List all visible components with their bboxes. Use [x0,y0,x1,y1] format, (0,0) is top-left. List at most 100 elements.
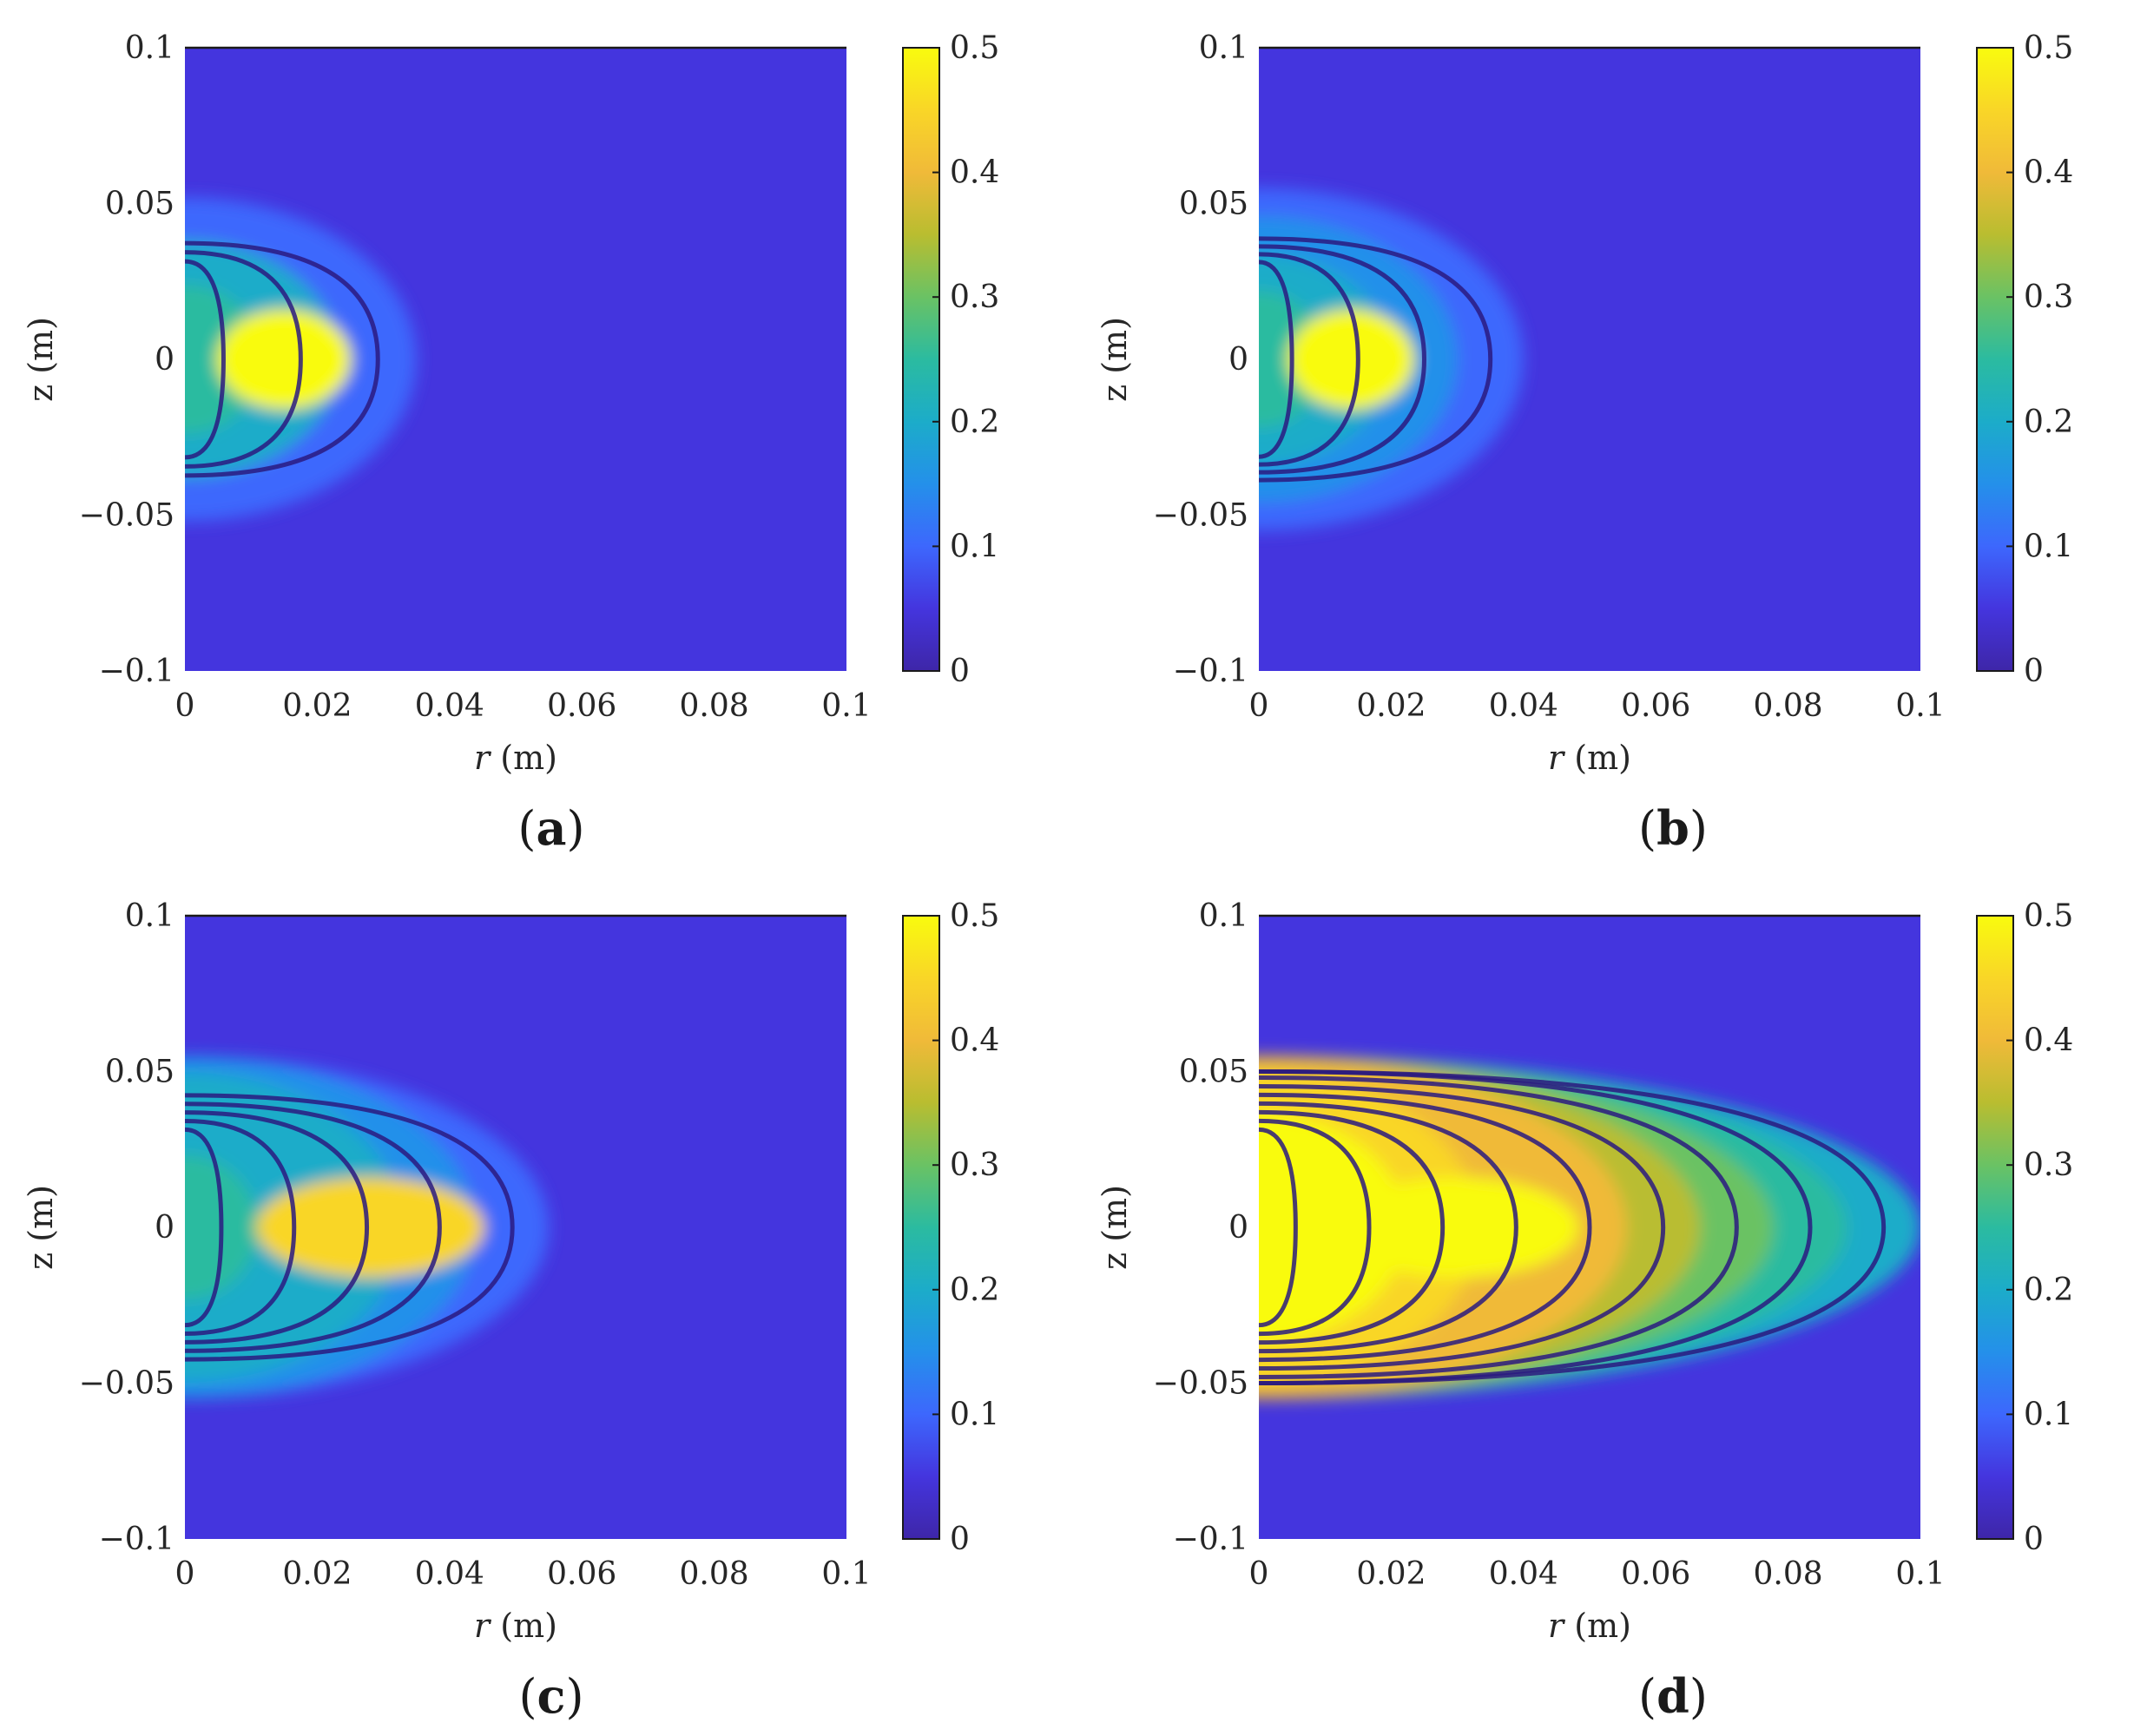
colorbar-tick-label: 0 [2024,654,2044,689]
panel-letter: d [1656,1668,1689,1724]
colorbar-tick-label: 0.4 [2024,1023,2073,1059]
colorbar-tick-label: 0.3 [2024,1147,2073,1183]
heatmap-field [1259,1055,1920,1399]
heatmap-field [1259,187,1524,531]
x-tick-label: 0.1 [1895,1556,1945,1592]
y-tick-label: 0.1 [1199,898,1248,934]
colorbar-tick-label: 0.5 [2024,898,2073,934]
nodal-arc [185,1093,515,1362]
y-axis-label: z (m) [22,1185,60,1270]
nodal-arc [1259,1075,1739,1380]
y-tick-label: −0.1 [1173,1522,1248,1557]
colorbar-tick-label: 0.2 [950,1272,999,1308]
nodal-lines [1259,1069,1887,1385]
x-tick-label: 0.06 [1621,1556,1690,1592]
y-tick-label: 0.1 [125,30,175,66]
colorbar [902,915,940,1540]
peak-spot [217,309,352,410]
colorbar-tick-label: 0.1 [2024,529,2073,564]
colorbar-tick-label: 0.3 [2024,279,2073,315]
y-tick-label: 0.1 [1199,30,1248,66]
colorbar [1976,47,2014,672]
nodal-arc [1259,1109,1446,1345]
panel-a: 0 0.02 0.04 0.06 0.08 0.1 0.1 0.05 0 −0.05 −0.1 r (… [0,0,1073,868]
y-axis-label: z (m) [22,317,60,402]
colorbar [902,47,940,672]
colorbar-tick-label: 0.3 [950,279,999,315]
nodal-arc [1259,1092,1592,1363]
x-tick-label: 0 [1249,688,1269,724]
x-tick-label: 0.1 [821,688,871,724]
y-tick-label: 0.05 [1179,1055,1248,1090]
y-tick-label: −0.05 [79,1366,175,1402]
nodal-lines [185,1093,515,1362]
x-axis-label: r (m) [474,1607,557,1645]
x-tick-label: 0.08 [1754,1556,1823,1592]
heatmap-d: 0 0.02 0.04 0.06 0.08 0.1 0.1 0.05 0 −0.05 −0.1 r (… [1096,898,2073,1645]
nodal-arc [185,250,303,469]
nodal-arc [1259,244,1427,475]
y-tick-label: −0.1 [1173,654,1248,689]
y-tick-label: −0.1 [99,1522,175,1557]
nodal-lines [185,240,380,478]
x-tick-label: 0.02 [1356,1556,1426,1592]
x-tick-label: 0.1 [1895,688,1945,724]
y-tick-label: 0 [155,1210,175,1246]
heatmap-field [185,1055,549,1399]
x-tick-label: 0.02 [282,688,352,724]
heatmap-a: 0 0.02 0.04 0.06 0.08 0.1 0.1 0.05 0 −0.05 −0.1 r (… [22,30,999,777]
y-tick-label: −0.1 [99,654,175,689]
nodal-arc [1259,1118,1372,1337]
colorbar [1976,915,2014,1540]
colorbar-tick-label: 0.3 [950,1147,999,1183]
y-tick-label: −0.05 [1153,498,1248,534]
y-tick-label: 0.05 [105,187,175,222]
colorbar-tick-label: 0.5 [950,30,999,66]
colorbar-tick-label: 0.1 [950,529,999,564]
x-tick-label: 0.08 [680,1556,749,1592]
colorbar-tick-label: 0.5 [2024,30,2073,66]
colorbar-tick-label: 0.2 [950,404,999,440]
x-tick-label: 0.02 [282,1556,352,1592]
x-tick-label: 0.04 [415,1556,484,1592]
colorbar-tick-label: 0 [950,654,970,689]
x-tick-label: 0.04 [1489,1556,1558,1592]
x-tick-label: 0.06 [1621,688,1690,724]
x-tick-label: 0.08 [680,688,749,724]
colorbar-tick-label: 0 [2024,1522,2044,1557]
x-tick-label: 0 [175,1556,195,1592]
nodal-arc [1259,252,1360,467]
nodal-arc [1259,260,1294,459]
y-axis-label: z (m) [1096,1185,1134,1270]
x-axis-label: r (m) [1548,1607,1631,1645]
nodal-arc [185,1118,297,1337]
nodal-arc [1259,1069,1813,1385]
heatmap-b: 0 0.02 0.04 0.06 0.08 0.1 0.1 0.05 0 −0.05 −0.1 r (… [1096,30,2073,777]
y-tick-label: 0.05 [1179,187,1248,222]
colorbar-tick-label: 0 [950,1522,970,1557]
x-tick-label: 0 [175,688,195,724]
nodal-arc [185,1110,370,1345]
peak-spot [1335,1177,1579,1278]
nodal-arc [1259,1083,1666,1371]
x-axis-label: r (m) [474,739,557,777]
x-tick-label: 0.04 [1489,688,1558,724]
nodal-arc [1259,1069,1887,1385]
colorbar-tick-label: 0.2 [2024,1272,2073,1308]
colorbar-tick-label: 0.4 [950,1023,999,1059]
wave-ring [185,1154,258,1300]
panel-letter: c [537,1668,566,1724]
x-axis-label: r (m) [1548,739,1631,777]
x-tick-label: 0.08 [1754,688,1823,724]
nodal-arc [1259,1127,1298,1328]
y-tick-label: −0.05 [1153,1366,1248,1402]
nodal-arc [185,1127,224,1328]
nodal-arc [1259,1101,1518,1354]
y-tick-label: −0.05 [79,498,175,534]
y-tick-label: 0 [155,342,175,378]
x-tick-label: 0.06 [547,1556,616,1592]
panel-letter: a [536,800,567,856]
nodal-arc [185,1101,442,1353]
y-tick-label: 0.05 [105,1055,175,1090]
